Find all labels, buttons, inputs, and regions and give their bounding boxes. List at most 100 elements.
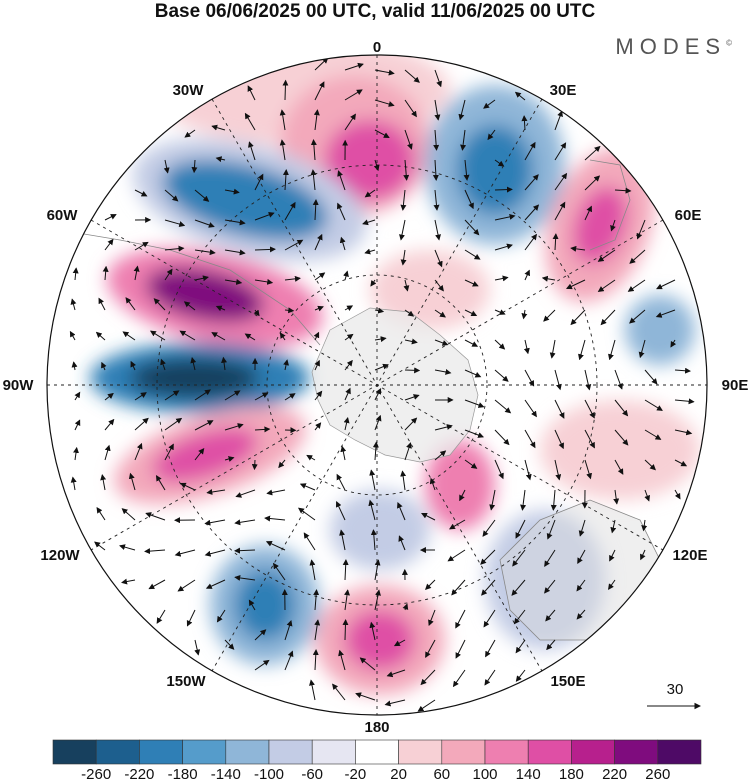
wind-vector-arrow	[344, 333, 354, 341]
colorbar-tick-label: -180	[168, 766, 198, 783]
wind-vector-arrow	[429, 477, 436, 491]
wind-vector-arrow	[584, 205, 592, 221]
wind-vector-arrow	[404, 417, 418, 431]
wind-vector-arrow	[104, 418, 115, 431]
wind-vector-arrow	[134, 417, 149, 431]
wind-vector-arrow	[164, 417, 183, 431]
wind-vector-arrow	[399, 219, 406, 241]
wind-vector-arrow	[374, 129, 390, 138]
wind-vector-arrow	[72, 267, 79, 281]
wind-vector-arrow	[119, 544, 136, 551]
wind-vector-arrow	[314, 359, 320, 371]
wind-vector-arrow	[221, 356, 228, 371]
wind-vector-arrow	[404, 394, 420, 401]
wind-vector-arrow	[100, 474, 107, 491]
wind-vector-arrow	[482, 519, 496, 537]
wind-vector-arrow	[403, 279, 410, 292]
wind-vector-arrow	[610, 519, 617, 534]
wind-vector-arrow	[584, 145, 601, 161]
wind-vector-arrow	[369, 621, 376, 641]
wind-vector-arrow	[494, 459, 504, 480]
wind-vector-arrow	[339, 529, 346, 551]
map-title: Base 06/06/2025 00 UTC, valid 11/06/2025…	[154, 1, 596, 22]
wind-vector-arrow	[554, 369, 562, 391]
colorbar-tick-label: 60	[433, 766, 450, 783]
wind-vector-arrow	[340, 445, 347, 461]
wind-vector-arrow	[248, 599, 256, 611]
wind-vector-arrow	[644, 399, 663, 411]
wind-vector-arrow	[279, 109, 286, 131]
wind-vector-arrow	[344, 387, 351, 401]
wind-vector-arrow	[121, 578, 136, 585]
wind-vector-arrow	[404, 338, 418, 345]
wind-vector-arrow	[644, 369, 658, 385]
wind-vector-arrow	[494, 309, 506, 315]
wind-vector-arrow	[584, 429, 595, 449]
wind-vector-arrow	[244, 333, 256, 341]
colorbar-swatch	[527, 739, 572, 765]
wind-vector-arrow	[513, 609, 526, 625]
wind-vector-arrow	[374, 336, 387, 343]
wind-vector-arrow	[191, 159, 198, 174]
wind-vector-arrow	[194, 249, 216, 256]
wind-vector-arrow	[134, 442, 143, 461]
wind-vector-arrow	[464, 189, 474, 210]
wind-vector-arrow	[234, 547, 256, 554]
lon-label-0: 0	[373, 39, 381, 56]
lon-label-150e: 150E	[550, 673, 585, 690]
wind-vector-arrow	[608, 579, 616, 590]
wind-vector-arrow	[224, 456, 235, 462]
wind-vector-arrow	[434, 99, 441, 121]
wind-vector-arrow	[432, 159, 439, 181]
wind-vector-arrow	[370, 529, 377, 551]
wind-vector-arrow	[523, 339, 530, 355]
colorbar-tick-label: 260	[645, 766, 670, 783]
wind-vector-arrow	[386, 669, 406, 678]
wind-vector-arrow	[251, 459, 258, 471]
wind-vector-arrow	[244, 112, 256, 131]
colorbar-swatch	[182, 739, 227, 765]
wind-vector-arrow	[644, 429, 662, 440]
wind-vector-arrow	[309, 559, 316, 581]
wind-vector-arrow	[265, 541, 286, 551]
wind-vector-arrow	[494, 339, 506, 350]
colorbar-swatch	[657, 739, 702, 765]
wind-vector-arrow	[309, 679, 316, 701]
wind-vector-arrow	[374, 414, 382, 431]
wind-vector-arrow	[194, 275, 209, 282]
wind-vector-arrow	[641, 519, 648, 532]
wind-vector-arrow	[636, 219, 646, 240]
wind-vector-arrow	[433, 189, 440, 211]
wind-vector-arrow	[464, 279, 479, 287]
wind-vector-arrow	[314, 233, 323, 251]
wind-vector-arrow	[314, 57, 329, 71]
wind-vector-arrow	[344, 62, 364, 71]
wind-vector-arrow	[299, 483, 316, 491]
wind-vector-arrow	[224, 423, 244, 431]
wind-vector-arrow	[397, 501, 406, 521]
wind-vector-arrow	[313, 589, 320, 611]
wind-vector-arrow	[597, 279, 616, 292]
wind-vector-arrow	[434, 279, 444, 292]
wind-vector-arrow	[584, 369, 592, 391]
wind-vector-arrow	[597, 249, 616, 262]
wind-vector-arrow	[335, 500, 346, 521]
wind-vector-arrow	[546, 639, 556, 651]
wind-vector-arrow	[464, 339, 479, 347]
wind-vector-arrow	[393, 639, 406, 647]
wind-vector-arrow	[194, 639, 201, 656]
wind-vector-arrow	[512, 549, 526, 567]
wind-vector-arrow	[638, 339, 646, 359]
wind-vector-arrow	[130, 360, 136, 371]
south-america-outline	[59, 229, 321, 346]
wind-vector-arrow	[629, 309, 646, 324]
wind-vector-arrow	[284, 275, 301, 282]
wind-vector-arrow	[254, 629, 267, 641]
wind-vector-arrow	[122, 331, 136, 341]
wind-vector-arrow	[312, 649, 319, 671]
wind-vector-arrow	[463, 159, 470, 181]
longitude-labels: 0 30E 60E 90E 120E 150E 180 150W 120W 90…	[3, 39, 749, 736]
wind-vector-arrow	[344, 359, 353, 371]
wind-vector-arrow	[204, 549, 226, 557]
